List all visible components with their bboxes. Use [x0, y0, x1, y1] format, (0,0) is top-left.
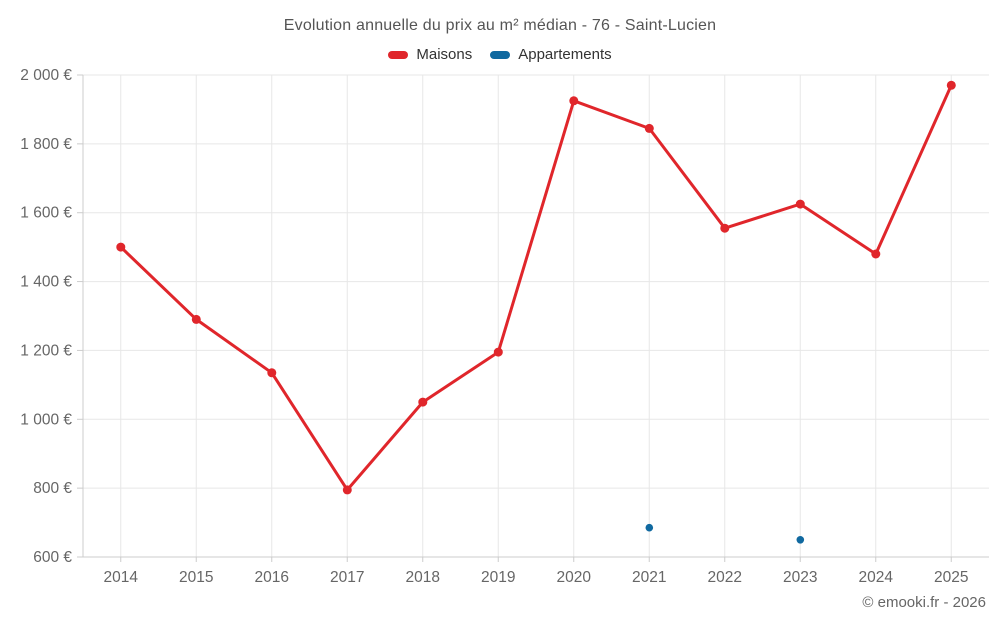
maisons-point-2020[interactable]	[569, 96, 579, 106]
x-axis-label: 2014	[104, 569, 139, 586]
legend: Maisons Appartements	[0, 46, 1000, 63]
maisons-point-2024[interactable]	[871, 249, 881, 259]
y-axis-label: 800 €	[33, 480, 72, 497]
maisons-point-2018[interactable]	[418, 397, 428, 407]
maisons-point-2022[interactable]	[720, 223, 730, 233]
appartements-legend-swatch	[490, 50, 511, 59]
x-axis-label: 2019	[481, 569, 515, 586]
y-axis-label: 2 000 €	[20, 67, 72, 84]
y-axis-label: 1 200 €	[20, 342, 72, 359]
maisons-point-2021[interactable]	[644, 123, 654, 133]
appartements-legend-label: Appartements	[518, 46, 612, 63]
chart-title: Evolution annuelle du prix au m² médian …	[283, 17, 717, 34]
maisons-point-2017[interactable]	[342, 485, 352, 495]
maisons-point-2014[interactable]	[116, 242, 126, 252]
y-axis-label: 1 600 €	[20, 205, 72, 222]
x-axis-label: 2020	[557, 569, 592, 586]
maisons-legend-swatch	[388, 50, 409, 59]
maisons-point-2025[interactable]	[946, 80, 956, 90]
maisons-point-2015[interactable]	[191, 314, 201, 324]
x-axis-label: 2021	[632, 569, 666, 586]
maisons-point-2019[interactable]	[493, 347, 503, 357]
x-axis-label: 2024	[859, 569, 894, 586]
y-axis-label: 600 €	[33, 549, 72, 566]
maisons-line[interactable]	[119, 83, 953, 492]
x-axis-label: 2016	[255, 569, 289, 586]
maisons-point-2023[interactable]	[795, 199, 805, 209]
y-axis-label: 1 400 €	[20, 274, 72, 291]
y-axis-label: 1 800 €	[20, 136, 72, 153]
x-axis-label: 2018	[406, 569, 440, 586]
x-axis-label: 2015	[179, 569, 213, 586]
maisons-legend-label: Maisons	[416, 46, 473, 63]
maisons-point-2016[interactable]	[267, 368, 277, 378]
appartements-point-2023[interactable]	[796, 536, 805, 544]
copyright-credit: © emooki.fr - 2026	[862, 594, 986, 611]
legend-item-appartements[interactable]: Appartements	[490, 46, 612, 63]
appartements-point-2021[interactable]	[645, 523, 654, 532]
x-axis-label: 2023	[783, 569, 817, 586]
legend-item-maisons[interactable]: Maisons	[388, 46, 472, 63]
y-axis-label: 1 000 €	[20, 411, 72, 428]
x-axis-label: 2022	[708, 569, 742, 586]
x-axis-label: 2025	[934, 569, 968, 586]
x-axis-label: 2017	[330, 569, 364, 586]
